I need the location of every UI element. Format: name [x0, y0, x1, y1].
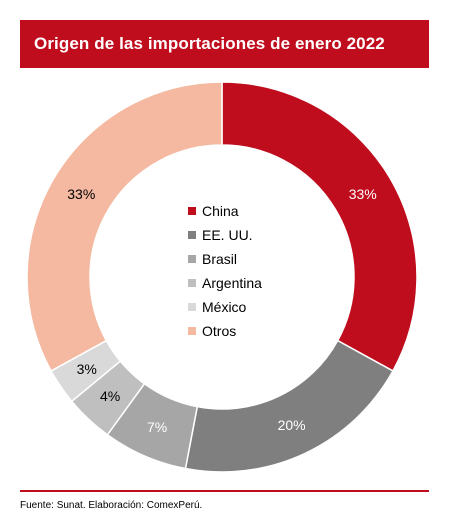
- legend-label: EE. UU.: [202, 227, 253, 243]
- chart-title: Origen de las importaciones de enero 202…: [34, 34, 385, 53]
- donut-chart: 33% 20% 7% 4%3% 33% China EE. UU. Brasil Argenti…: [26, 81, 418, 473]
- slice-ee-uu: [184, 339, 394, 473]
- data-label-m-xico: 3%: [77, 361, 97, 377]
- data-label-otros: 33%: [67, 186, 95, 202]
- legend-label: México: [202, 299, 247, 315]
- legend-swatch: [188, 207, 196, 215]
- slice-otros: [26, 81, 223, 372]
- legend-swatch: [188, 255, 196, 263]
- legend-swatch: [188, 279, 196, 287]
- legend-swatch: [188, 327, 196, 335]
- footer-divider: [20, 490, 429, 492]
- title-bar: Origen de las importaciones de enero 202…: [20, 20, 429, 68]
- source-note: Fuente: Sunat. Elaboración: ComexPerú.: [20, 500, 203, 511]
- data-label-argentina: 4%: [100, 388, 120, 404]
- legend-label: China: [202, 203, 239, 219]
- legend-label: Brasil: [202, 251, 237, 267]
- legend-label: Otros: [202, 323, 236, 339]
- slice-china: [221, 81, 418, 372]
- legend-swatch: [188, 231, 196, 239]
- data-label-brasil: 7%: [147, 419, 167, 435]
- legend-swatch: [188, 303, 196, 311]
- legend-label: Argentina: [202, 275, 262, 291]
- data-label-ee-uu: 20%: [278, 417, 306, 433]
- data-label-china: 33%: [349, 186, 377, 202]
